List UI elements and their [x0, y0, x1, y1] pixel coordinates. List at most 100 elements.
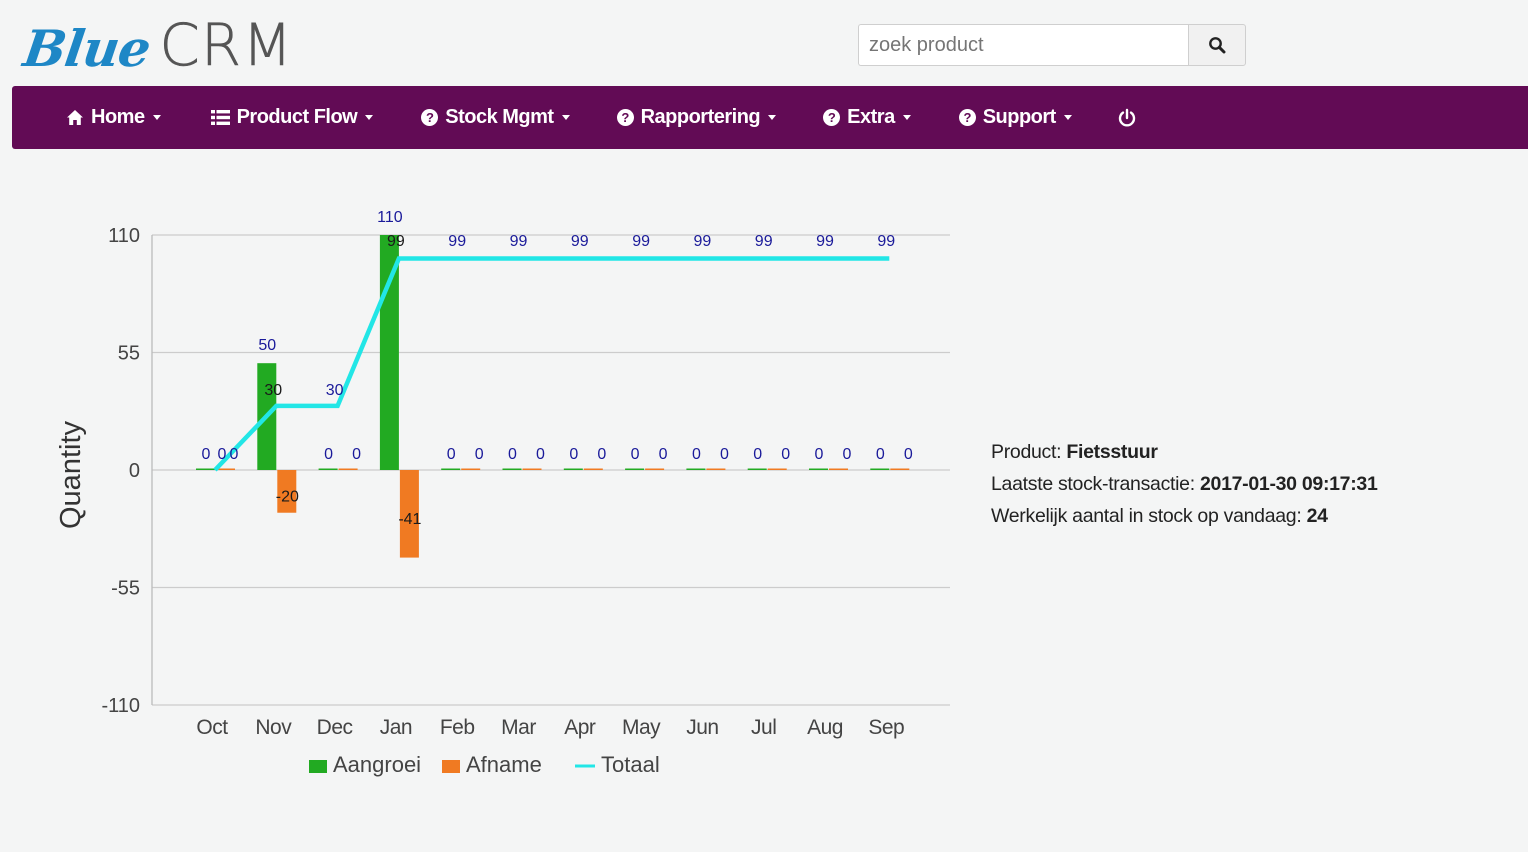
x-tick-label: Aug [807, 716, 843, 739]
y-tick-label: 0 [129, 460, 140, 482]
x-tick-label: May [622, 716, 661, 739]
nav-rapportering-label: Rapportering [640, 106, 761, 128]
data-label-totaal: 30 [264, 382, 282, 399]
data-label-totaal: 99 [694, 233, 712, 250]
product-info: Product: Fietsstuur Laatste stock-transa… [991, 436, 1378, 532]
x-tick-label: Jul [751, 716, 776, 739]
data-label-aangroei: 0 [876, 446, 885, 463]
nav-home-label: Home [91, 106, 145, 128]
data-label-aangroei: 0 [508, 446, 517, 463]
data-label-aangroei: 0 [324, 446, 333, 463]
bar-afname [461, 468, 481, 470]
nav-support[interactable]: ? Support [958, 86, 1072, 149]
data-label-afname: 0 [659, 446, 668, 463]
y-tick-label: 55 [118, 343, 140, 365]
data-label-aangroei: 0 [815, 446, 824, 463]
nav-extra[interactable]: ? Extra [823, 86, 911, 149]
legend-swatch-afname [442, 760, 460, 773]
x-tick-label: Sep [868, 716, 904, 739]
data-label-totaal: 99 [571, 233, 589, 250]
data-label-aangroei: 0 [569, 446, 578, 463]
app-logo[interactable]: Blue CRM [20, 11, 294, 79]
product-value: Fietsstuur [1066, 441, 1158, 463]
nav-stock-mgmt[interactable]: ? Stock Mgmt [421, 86, 570, 149]
last-transaction-value: 2017-01-30 09:17:31 [1199, 473, 1378, 495]
bar-afname [338, 468, 358, 470]
data-label-totaal: 99 [877, 233, 895, 250]
data-label-afname: 0 [720, 446, 729, 463]
x-tick-label: Mar [501, 716, 536, 739]
bar-afname [706, 468, 726, 470]
bar-aangroei [196, 468, 215, 470]
bar-aangroei [625, 468, 645, 470]
bar-afname [645, 468, 665, 470]
legend-swatch-aangroei [309, 760, 327, 773]
data-label-totaal: 99 [755, 233, 773, 250]
bar-aangroei [747, 468, 767, 470]
logo-text-blue: Blue [19, 19, 154, 78]
bar-afname [522, 468, 542, 470]
bar-aangroei [563, 468, 583, 470]
nav-support-label: Support [982, 106, 1057, 128]
nav-product-flow-label: Product Flow [236, 106, 358, 128]
question-circle-icon: ? [823, 109, 841, 126]
bar-aangroei [686, 468, 706, 470]
legend-label-totaal: Totaal [601, 752, 660, 777]
data-label-aangroei: 0 [202, 446, 211, 463]
logo-text-crm: CRM [159, 11, 294, 79]
question-circle-icon: ? [616, 109, 634, 126]
data-label-afname: 0 [781, 446, 790, 463]
data-label-afname: 0 [352, 446, 361, 463]
stock-today-value: 24 [1306, 505, 1328, 527]
data-label-totaal: 99 [387, 233, 405, 250]
series-line-totaal [213, 256, 890, 472]
data-label-totaal: 99 [448, 233, 466, 250]
data-label-totaal: 99 [816, 233, 834, 250]
chevron-down-icon [561, 115, 570, 120]
search-icon [1209, 37, 1226, 54]
nav-home[interactable]: Home [66, 86, 161, 149]
data-label-afname: 0 [230, 446, 239, 463]
x-tick-label: Nov [255, 716, 292, 739]
bar-aangroei [441, 468, 461, 470]
data-label-afname: 0 [904, 446, 913, 463]
bar-aangroei [502, 468, 522, 470]
search-bar [858, 24, 1246, 66]
data-label-aangroei: 0 [753, 446, 762, 463]
x-tick-label: Feb [440, 716, 475, 739]
home-icon [66, 109, 84, 126]
stock-today-label: Werkelijk aantal in stock op vandaag: [991, 505, 1302, 527]
bar-aangroei [809, 468, 828, 470]
x-tick-label: Apr [564, 716, 596, 739]
chevron-down-icon [902, 115, 911, 120]
product-label: Product: [991, 441, 1062, 463]
chevron-down-icon [1063, 115, 1072, 120]
x-tick-label: Oct [196, 716, 228, 739]
data-label-afname: -41 [398, 511, 421, 528]
data-label-aangroei: 0 [692, 446, 701, 463]
logout-button[interactable] [1117, 86, 1137, 149]
y-axis-label: Quantity [55, 421, 87, 529]
nav-rapportering[interactable]: ? Rapportering [616, 86, 777, 149]
search-input[interactable] [858, 24, 1188, 66]
data-label-afname: 0 [536, 446, 545, 463]
bar-afname [277, 470, 297, 513]
legend-label-aangroei: Aangroei [333, 752, 421, 777]
power-icon [1118, 108, 1136, 126]
question-circle-icon: ? [958, 109, 976, 126]
nav-product-flow[interactable]: Product Flow [210, 86, 374, 149]
data-label-totaal: 99 [632, 233, 650, 250]
data-label-aangroei: 0 [631, 446, 640, 463]
bar-afname [583, 468, 603, 470]
list-icon [210, 110, 230, 125]
chevron-down-icon [152, 115, 161, 120]
data-label-aangroei: 110 [377, 209, 403, 226]
nav-stock-mgmt-label: Stock Mgmt [445, 106, 554, 128]
bar-afname [399, 470, 419, 558]
stock-today-line: Werkelijk aantal in stock op vandaag: 24 [991, 500, 1378, 532]
chevron-down-icon [768, 115, 777, 120]
search-button[interactable] [1188, 24, 1246, 66]
y-tick-label: -55 [111, 578, 140, 600]
bar-afname [767, 468, 787, 470]
question-circle-icon: ? [421, 109, 439, 126]
